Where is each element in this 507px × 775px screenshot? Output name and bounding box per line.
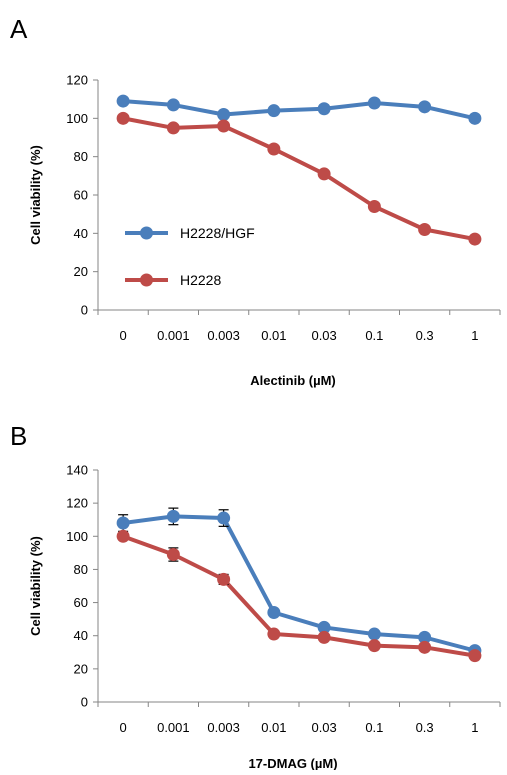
y-tick-label: 20 (74, 661, 88, 676)
y-tick-label: 40 (74, 628, 88, 643)
x-tick-label: 1 (471, 328, 478, 343)
legend-label-1: H2228/HGF (180, 225, 255, 241)
x-tick-label: 0.03 (311, 328, 336, 343)
data-point-series-2 (418, 640, 432, 654)
y-tick-label: 20 (74, 264, 88, 279)
data-point-series-1 (367, 96, 381, 110)
data-point-series-1 (116, 516, 130, 530)
series-line-2 (122, 534, 476, 658)
legend-marker-1 (140, 226, 153, 240)
panel-label-b: B (10, 421, 27, 451)
data-point-series-2 (116, 529, 130, 543)
y-tick-label: 0 (81, 695, 88, 710)
y-tick-label: 60 (74, 188, 88, 203)
y-tick-label: 80 (74, 562, 88, 577)
data-point-series-1 (217, 108, 231, 121)
legend-label-2: H2228 (180, 272, 221, 288)
data-point-series-2 (166, 548, 180, 562)
x-tick-label: 0 (120, 720, 127, 735)
x-tick-label: 0.1 (365, 328, 383, 343)
x-tick-label: 0.003 (207, 328, 240, 343)
y-tick-label: 120 (66, 73, 88, 88)
legend-marker-2 (140, 273, 153, 287)
y-tick-label: 40 (74, 226, 88, 241)
data-point-series-1 (217, 511, 231, 525)
data-point-series-1 (367, 627, 381, 641)
y-axis-title: Cell viability (%) (28, 536, 43, 636)
data-point-series-2 (317, 630, 331, 644)
y-tick-label: 0 (81, 303, 88, 318)
data-point-series-1 (166, 98, 180, 112)
data-point-series-2 (166, 121, 180, 135)
y-tick-label: 120 (66, 496, 88, 511)
x-tick-label: 0.03 (311, 720, 336, 735)
data-point-series-1 (418, 100, 432, 114)
data-point-series-2 (367, 639, 381, 653)
x-tick-label: 0.001 (157, 328, 190, 343)
series-line-1 (122, 99, 476, 121)
y-tick-label: 80 (74, 149, 88, 164)
data-point-series-2 (217, 119, 231, 133)
data-point-series-2 (267, 142, 281, 156)
series-line-2 (122, 116, 476, 242)
panel-label-a: A (10, 14, 28, 44)
x-tick-label: 0.1 (365, 720, 383, 735)
data-point-series-2 (367, 200, 381, 213)
x-tick-label: 1 (471, 720, 478, 735)
data-point-series-1 (267, 606, 281, 620)
data-point-series-2 (317, 167, 331, 181)
data-point-series-1 (317, 102, 331, 116)
data-point-series-2 (468, 649, 482, 663)
y-tick-label: 100 (66, 111, 88, 126)
data-point-series-1 (267, 104, 281, 118)
data-point-series-1 (166, 509, 180, 523)
x-tick-label: 0.01 (261, 720, 286, 735)
series-line-1 (122, 514, 476, 653)
x-axis-title: 17-DMAG (µM) (248, 756, 337, 770)
data-point-series-2 (418, 223, 432, 236)
data-point-series-1 (468, 111, 482, 125)
data-point-series-2 (116, 111, 130, 125)
data-point-series-1 (317, 620, 331, 634)
y-tick-label: 60 (74, 595, 88, 610)
y-tick-label: 140 (66, 463, 88, 478)
x-axis-title: Alectinib (µM) (250, 373, 335, 388)
x-tick-label: 0.001 (157, 720, 190, 735)
x-tick-label: 0.3 (416, 720, 434, 735)
data-point-series-1 (418, 630, 432, 644)
x-tick-label: 0.01 (261, 328, 286, 343)
x-tick-label: 0 (120, 328, 127, 343)
y-tick-label: 100 (66, 529, 88, 544)
x-tick-label: 0.003 (207, 720, 240, 735)
x-tick-label: 0.3 (416, 328, 434, 343)
data-point-series-1 (116, 94, 130, 108)
data-point-series-2 (267, 627, 281, 641)
data-point-series-2 (468, 232, 482, 246)
y-axis-title: Cell viability (%) (28, 145, 43, 245)
data-point-series-2 (217, 572, 231, 586)
